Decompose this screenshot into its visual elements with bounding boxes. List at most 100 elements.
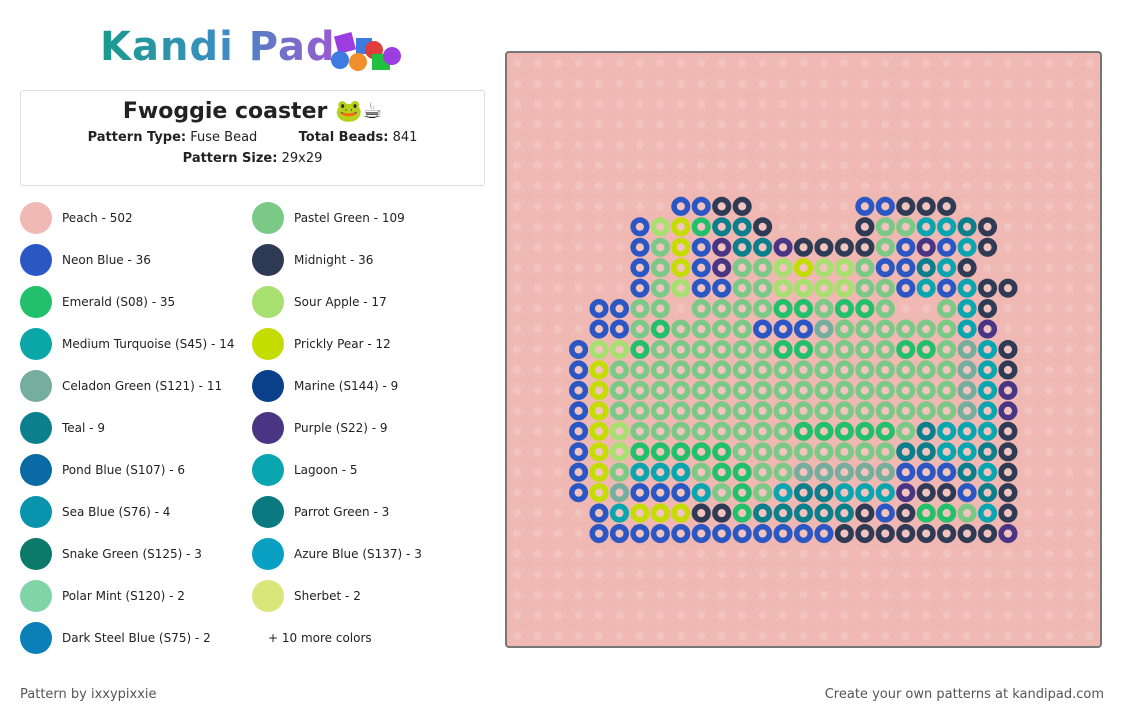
bead [916,564,936,584]
bead [896,53,916,73]
bead [671,585,691,605]
cta[interactable]: Create your own patterns at kandipad.com [824,687,1104,702]
bead [896,176,916,196]
swatch [20,538,52,570]
bead [650,339,670,360]
bead [916,544,936,564]
bead [834,421,854,441]
swatch [20,202,52,234]
logo[interactable]: Kandi Pad [100,24,336,70]
bead [916,360,936,380]
bead [548,74,568,94]
bead [937,53,957,73]
bead [773,94,793,114]
bead [814,401,834,421]
bead [834,462,854,482]
bead [630,135,650,155]
bead [691,319,711,339]
bead [1080,564,1100,584]
bead [528,380,548,400]
bead [1018,217,1038,237]
bead [1080,605,1100,625]
bead [896,605,916,625]
bead [793,462,814,482]
bead [712,155,732,176]
bead [896,94,916,114]
bead [998,319,1018,339]
bead [1018,421,1038,441]
bead [671,94,691,114]
bead [630,626,650,646]
bead [732,421,752,441]
credit[interactable]: Pattern by ixxypixxie [20,687,157,702]
bead [691,401,711,421]
bead [548,421,568,441]
bead [1039,74,1059,94]
bead [569,299,589,319]
bead [609,155,630,176]
bead [998,626,1018,646]
bead [528,462,548,482]
bead [753,339,773,360]
label: Total Beads: [298,130,389,145]
bead [691,605,711,625]
bead [712,339,732,360]
bead [630,115,650,135]
bead [814,483,834,503]
bead [875,319,895,339]
bead [793,237,814,257]
legend-item: Snake Green (S125) - 3 [20,538,202,570]
bead [589,339,609,360]
bead [916,626,936,646]
bead [977,564,998,584]
bead [528,483,548,503]
bead [507,585,527,605]
bead [793,196,814,216]
value: Fuse Bead [190,130,258,145]
bead [1080,339,1100,360]
legend-item: Marine (S144) - 9 [252,370,398,402]
bead [609,483,630,503]
bead [1018,196,1038,216]
bead [977,319,998,339]
bead [916,483,936,503]
bead [732,503,752,523]
bead [957,53,977,73]
bead [896,258,916,278]
bead [1018,585,1038,605]
bead [609,380,630,400]
bead [569,523,589,544]
bead [937,278,957,298]
bead [977,196,998,216]
legend-label: Midnight - 36 [294,253,374,267]
bead [855,442,875,462]
bead [814,380,834,400]
legend-item: Medium Turquoise (S45) - 14 [20,328,234,360]
bead [691,74,711,94]
bead [773,74,793,94]
bead [507,319,527,339]
bead [998,176,1018,196]
bead [814,176,834,196]
bead [671,544,691,564]
bead [793,626,814,646]
bead [630,544,650,564]
bead [875,401,895,421]
bead [712,462,732,482]
bead [528,74,548,94]
bead [507,442,527,462]
bead [998,278,1018,298]
bead [875,299,895,319]
bead [753,462,773,482]
bead [548,176,568,196]
bead [753,53,773,73]
bead [609,74,630,94]
bead [834,258,854,278]
bead [834,299,854,319]
bead [793,299,814,319]
bead [855,564,875,584]
bead [773,442,793,462]
swatch [252,244,284,276]
bead [507,278,527,298]
bead [1059,421,1079,441]
